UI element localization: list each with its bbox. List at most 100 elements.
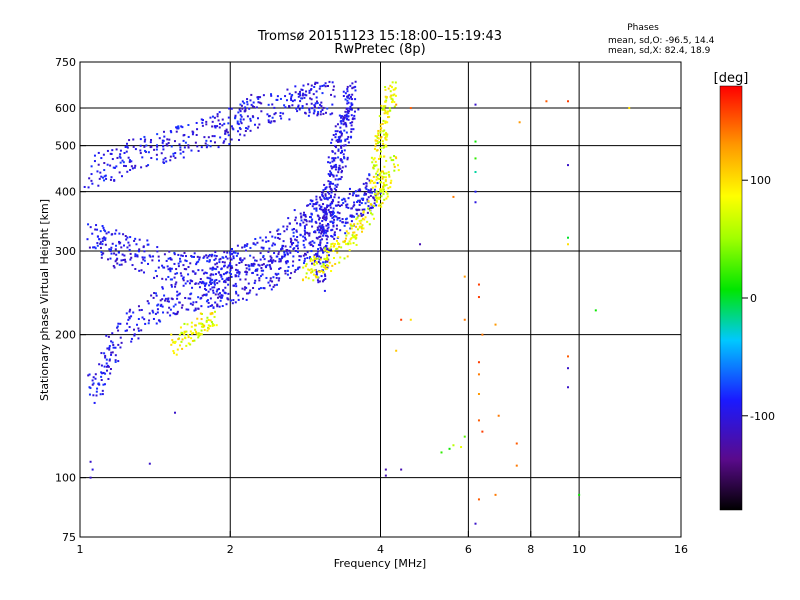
echo-point [302, 235, 305, 238]
echo-point [120, 341, 123, 344]
echo-point [100, 253, 103, 256]
echo-point [331, 198, 334, 201]
echo-point [211, 268, 214, 271]
echo-point [368, 207, 371, 210]
echo-point [384, 88, 387, 91]
echo-point [173, 411, 176, 414]
echo-point [227, 292, 230, 295]
echo-point [207, 319, 210, 322]
echo-point [353, 223, 356, 226]
echo-point [373, 188, 376, 191]
echo-point [346, 221, 349, 224]
echo-point [375, 164, 378, 167]
echo-point [168, 306, 171, 309]
echo-point [273, 252, 276, 255]
echo-point [330, 171, 333, 174]
echo-point [339, 145, 342, 148]
echo-point [117, 343, 120, 346]
echo-point [344, 240, 347, 243]
echo-point [353, 114, 356, 117]
echo-point [378, 177, 381, 180]
echo-point [393, 93, 396, 96]
echo-point [105, 334, 108, 337]
echo-point [324, 234, 327, 237]
echo-point [93, 401, 96, 404]
echo-point [294, 268, 297, 271]
echo-point [318, 207, 321, 210]
echo-point [385, 197, 388, 200]
echo-point [318, 229, 321, 232]
echo-point [378, 172, 381, 175]
echo-point [313, 241, 316, 244]
echo-point [203, 293, 206, 296]
echo-point [197, 260, 200, 263]
echo-point [378, 174, 381, 177]
echo-point [209, 325, 212, 328]
echo-point [325, 212, 328, 215]
echo-point [246, 243, 249, 246]
echo-point [211, 120, 214, 123]
echo-point [315, 195, 318, 198]
echo-point [169, 270, 172, 273]
echo-point [133, 239, 136, 242]
echo-point [316, 201, 319, 204]
echo-point [348, 97, 351, 100]
echo-point [383, 198, 386, 201]
echo-point [477, 419, 480, 422]
echo-point [191, 255, 194, 258]
echo-point [396, 164, 399, 167]
echo-point [379, 154, 382, 157]
echo-point [213, 286, 216, 289]
echo-point [354, 98, 357, 101]
echo-point [295, 229, 298, 232]
echo-point [215, 262, 218, 265]
echo-point [218, 122, 221, 125]
echo-point [149, 141, 152, 144]
echo-point [187, 266, 190, 269]
echo-point [244, 249, 247, 252]
echo-point [206, 256, 209, 259]
echo-point [210, 273, 213, 276]
echo-point [118, 242, 121, 245]
echo-point [300, 216, 303, 219]
echo-point [260, 102, 263, 105]
echo-point [351, 93, 354, 96]
echo-point [91, 182, 94, 185]
echo-point [372, 167, 375, 170]
echo-point [386, 111, 389, 114]
echo-point [239, 133, 242, 136]
echo-point [309, 97, 312, 100]
echo-point [337, 168, 340, 171]
echo-point [236, 244, 239, 247]
echo-point [338, 177, 341, 180]
echo-point [236, 252, 239, 255]
echo-point [353, 117, 356, 120]
echo-point [370, 188, 373, 191]
echo-point [371, 191, 374, 194]
echo-point [209, 116, 212, 119]
echo-point [151, 309, 154, 312]
echo-point [165, 143, 168, 146]
colorbar-tick-label: 100 [750, 174, 771, 187]
echo-point [236, 271, 239, 274]
echo-point [367, 200, 370, 203]
echo-point [333, 242, 336, 245]
echo-point [380, 189, 383, 192]
echo-point [117, 251, 120, 254]
echo-point [161, 286, 164, 289]
echo-point [222, 141, 225, 144]
echo-point [356, 200, 359, 203]
echo-point [253, 123, 256, 126]
echo-point [244, 106, 247, 109]
echo-point [331, 81, 334, 84]
echo-point [338, 140, 341, 143]
echo-point [308, 256, 311, 259]
echo-point [108, 358, 111, 361]
echo-point [300, 97, 303, 100]
echo-point [474, 103, 477, 106]
echo-point [271, 261, 274, 264]
echo-point [392, 163, 395, 166]
echo-point [243, 244, 246, 247]
echo-point [215, 255, 218, 258]
